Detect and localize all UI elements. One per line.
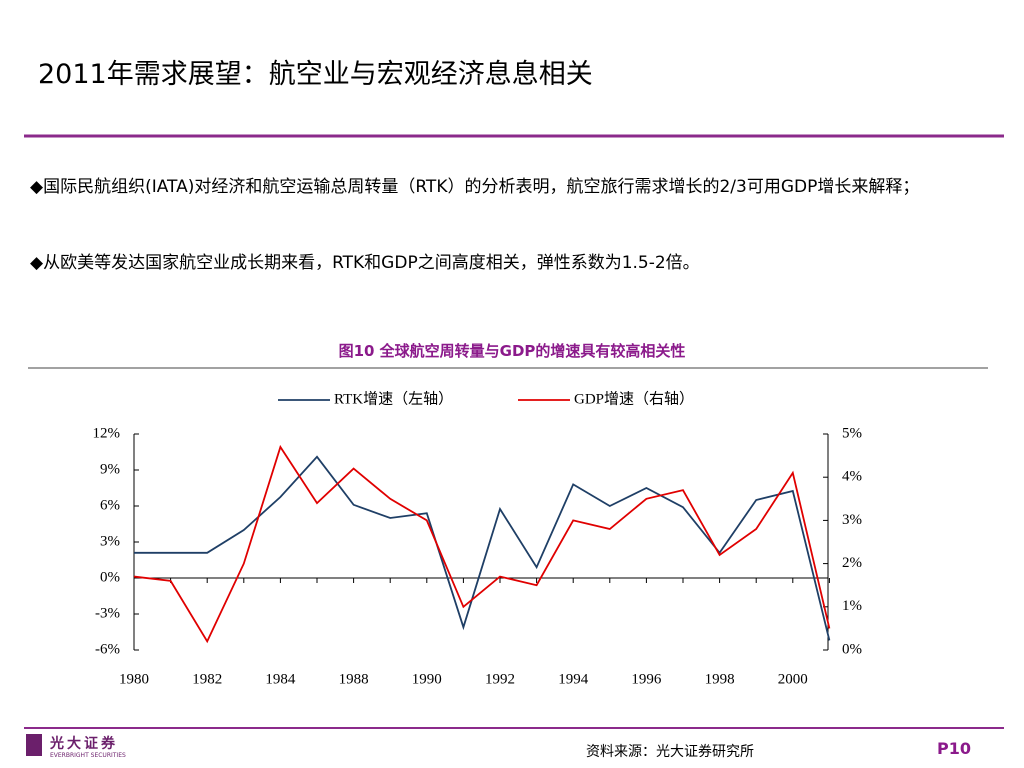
- y-tick-label: 3%: [100, 533, 120, 549]
- y2-tick-label: 1%: [842, 598, 862, 614]
- logo-icon: [26, 734, 42, 756]
- legend-label: GDP增速（右轴）: [574, 390, 694, 407]
- legend-label: RTK增速（左轴）: [334, 390, 453, 407]
- y-tick-label: 0%: [100, 569, 120, 585]
- page-number: P10: [937, 739, 971, 758]
- y-tick-label: 9%: [100, 461, 120, 477]
- series-line: [134, 455, 831, 641]
- y-tick-label: 6%: [100, 497, 120, 513]
- x-tick-label: 1994: [558, 671, 589, 687]
- x-tick-label: 1996: [631, 671, 662, 687]
- logo: 光大证券: [50, 736, 118, 752]
- x-tick-label: 1998: [705, 671, 735, 687]
- source: 资料来源：光大证券研究所: [586, 744, 754, 760]
- bullet: ◆从欧美等发达国家航空业成长期来看，RTK和GDP之间高度相关，弹性系数为1.5…: [30, 253, 700, 273]
- x-tick-label: 1988: [339, 671, 369, 687]
- y2-tick-label: 0%: [842, 641, 862, 657]
- series-line: [133, 444, 831, 644]
- slide-title: 2011年需求展望：航空业与宏观经济息息相关: [38, 59, 593, 90]
- y-tick-label: -3%: [95, 605, 120, 621]
- x-tick-label: 1990: [412, 671, 442, 687]
- logo-en: EVERBRIGHT SECURITIES: [50, 752, 126, 759]
- y2-tick-label: 4%: [842, 469, 862, 485]
- x-tick-label: 1980: [119, 671, 149, 687]
- x-tick-label: 1992: [485, 671, 515, 687]
- y-tick-label: 12%: [93, 425, 121, 441]
- y2-tick-label: 5%: [842, 425, 862, 441]
- x-tick-label: 1984: [265, 671, 296, 687]
- x-tick-label: 2000: [778, 671, 808, 687]
- chart-title: 图10 全球航空周转量与GDP的增速具有较高相关性: [338, 342, 686, 360]
- y2-tick-label: 3%: [842, 512, 862, 528]
- y2-tick-label: 2%: [842, 555, 862, 571]
- y-tick-label: -6%: [95, 641, 120, 657]
- bullet: ◆国际民航组织(IATA)对经济和航空运输总周转量（RTK）的分析表明，航空旅行…: [30, 177, 920, 197]
- x-tick-label: 1982: [192, 671, 222, 687]
